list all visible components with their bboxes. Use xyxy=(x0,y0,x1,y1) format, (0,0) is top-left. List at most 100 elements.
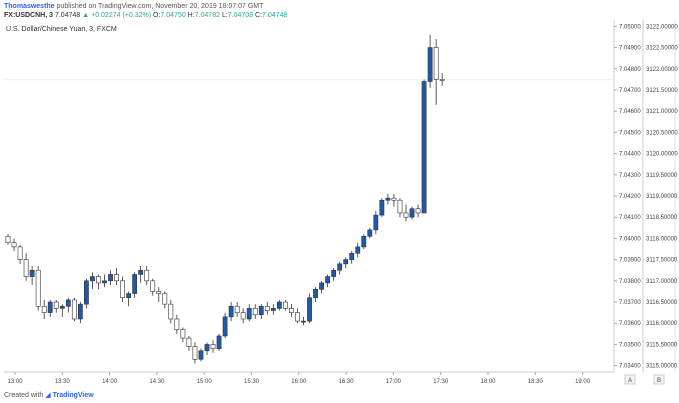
candle xyxy=(114,268,119,286)
y-tick-label-right: 3120.50000 xyxy=(646,130,678,136)
x-tick-label: 15:30 xyxy=(244,379,260,385)
chart-header: Thomaswesthe published on TradingView.co… xyxy=(0,0,679,20)
candle-body xyxy=(41,305,47,313)
open-label: O: xyxy=(153,12,161,19)
y-tick-label-left: 7.03700 xyxy=(619,300,641,306)
candle xyxy=(17,244,23,264)
high-label: H: xyxy=(187,12,195,19)
candle xyxy=(343,257,349,269)
author-name[interactable]: Thomaswesthe xyxy=(4,3,55,10)
candle xyxy=(35,265,41,311)
candle-body xyxy=(102,280,107,284)
candle xyxy=(71,297,77,322)
candle xyxy=(379,198,385,218)
candle xyxy=(53,299,59,313)
y-tick-label-right: 3115.00000 xyxy=(646,364,678,370)
candle xyxy=(282,299,288,311)
candle-body xyxy=(319,282,324,290)
candle-body xyxy=(17,246,23,260)
candle xyxy=(361,234,367,250)
candle-body xyxy=(367,229,373,237)
candle-body xyxy=(210,344,216,349)
candle xyxy=(59,304,65,317)
x-tick-label: 16:30 xyxy=(339,379,355,385)
candle xyxy=(174,314,180,334)
candle-body xyxy=(96,276,101,284)
axis-button-a xyxy=(624,374,636,385)
y-tick-label-left: 7.04000 xyxy=(619,236,641,242)
y-tick-label-left: 7.03500 xyxy=(619,342,641,348)
candle xyxy=(319,280,324,294)
candle xyxy=(192,342,198,364)
y-tick-label-left: 7.03400 xyxy=(619,364,641,370)
x-tick-label: 14:30 xyxy=(149,379,165,385)
candle-body xyxy=(234,305,240,313)
candle-body xyxy=(132,274,138,294)
candle-body xyxy=(5,235,11,243)
candle xyxy=(397,198,403,218)
candle-body xyxy=(126,293,132,299)
change-arrow-icon: ▲ xyxy=(82,12,90,19)
y-tick-label-right: 3122.00000 xyxy=(646,24,678,30)
candle xyxy=(65,297,71,313)
y-tick-label-left: 7.03900 xyxy=(619,258,641,264)
x-tick-label: 18:00 xyxy=(480,379,496,385)
tradingview-logo-icon: ◢ xyxy=(45,392,51,399)
last-price: 7.04748 xyxy=(54,12,81,19)
candle xyxy=(132,272,138,298)
candle-body xyxy=(307,297,312,322)
candle-body xyxy=(228,305,234,318)
publish-line: Thomaswesthe published on TradingView.co… xyxy=(4,2,263,11)
candle-body xyxy=(174,318,180,330)
candle-body xyxy=(409,208,415,218)
candle xyxy=(421,79,427,214)
x-tick-label: 17:30 xyxy=(433,379,449,385)
y-tick-label-right: 3117.50000 xyxy=(646,258,678,264)
candle-body xyxy=(421,81,427,214)
candle xyxy=(210,340,216,353)
candle xyxy=(415,204,421,218)
y-tick-label-left: 7.04400 xyxy=(619,152,641,158)
candle-body xyxy=(150,280,156,292)
candle-body xyxy=(144,269,150,282)
candle xyxy=(289,304,294,317)
candle xyxy=(276,299,282,311)
candle xyxy=(252,304,258,319)
y-tick-label-right: 3121.50000 xyxy=(646,88,678,94)
candle xyxy=(120,276,125,303)
candle xyxy=(84,278,89,309)
candle-body xyxy=(313,289,318,299)
y-tick-label-right: 3119.50000 xyxy=(646,173,678,179)
candle-body xyxy=(264,305,270,311)
candle xyxy=(150,278,156,296)
low-value: 7.04708 xyxy=(227,12,254,19)
candle-body xyxy=(29,269,35,277)
candle xyxy=(144,265,150,286)
y-tick-label-left: 7.04200 xyxy=(619,194,641,200)
candle-body xyxy=(162,293,168,305)
x-tick-label: 13:00 xyxy=(7,379,23,385)
candle-body xyxy=(379,199,385,216)
candle-body xyxy=(270,308,276,311)
candle xyxy=(180,327,186,343)
candle xyxy=(409,206,415,220)
candle-body xyxy=(77,303,83,320)
candle-body xyxy=(216,335,222,349)
candle-body xyxy=(427,47,433,82)
candle xyxy=(264,302,270,315)
tradingview-brand[interactable]: TradingView xyxy=(52,392,94,399)
candle-body xyxy=(252,308,258,316)
y-tick-label-left: 7.04800 xyxy=(619,67,641,73)
candle-body xyxy=(35,269,41,307)
candle xyxy=(391,193,397,207)
candle xyxy=(222,312,228,339)
candle xyxy=(216,333,222,351)
y-tick-label-right: 3116.00000 xyxy=(646,321,678,327)
candle-body xyxy=(59,305,65,309)
y-tick-label-right: 3118.00000 xyxy=(646,236,678,242)
y-tick-label-left: 7.04900 xyxy=(619,46,641,52)
candle xyxy=(108,270,113,286)
y-tick-label-right: 3122.00000 xyxy=(646,67,678,73)
publish-info: published on TradingView.com, November 2… xyxy=(56,3,264,10)
